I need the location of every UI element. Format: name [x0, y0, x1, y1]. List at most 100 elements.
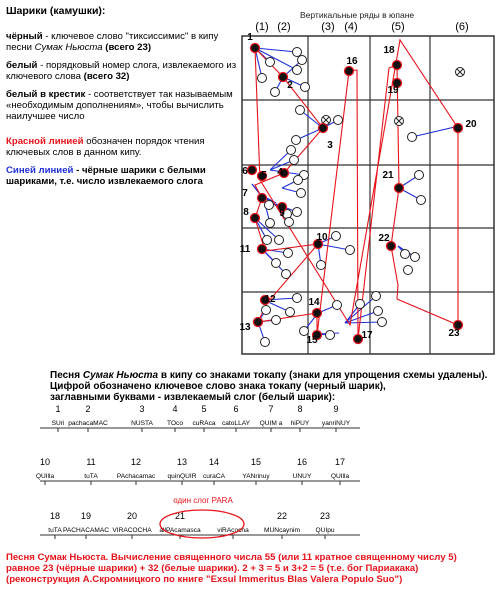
syllable-word: 15 YANrinuy — [242, 457, 270, 485]
syllable-text: VIRACOCHA — [112, 527, 152, 534]
column-header-5: (5) — [391, 21, 404, 33]
black-ball-label: 23 — [448, 328, 460, 339]
syllable-number: 3 — [139, 404, 144, 414]
syllable-number: 13 — [177, 457, 187, 467]
black-ball-8: 8 — [243, 207, 261, 224]
black-ball-2: 2 — [277, 71, 293, 91]
black-ball-label: 16 — [346, 56, 358, 67]
syllable-number: 19 — [81, 511, 91, 521]
syllable-number: 22 — [277, 511, 287, 521]
syllable-word: 19 PACHACAMAC — [63, 511, 109, 539]
black-ball-label: 2 — [287, 80, 293, 91]
syllable-text: allPAcamasca — [159, 527, 201, 534]
syllable-word: 8 hiPUY — [291, 404, 310, 432]
footer-line-3: (реконструкция А.Скромницкого по книге "… — [6, 574, 403, 585]
black-ball-9: 9 — [276, 201, 288, 219]
syllable-number: 2 — [85, 404, 90, 414]
syllable-number: 4 — [172, 404, 177, 414]
black-count: (всего 23) — [102, 42, 152, 53]
song-line1-b: в кипу со знаками токапу (знаки для упро… — [158, 370, 488, 381]
syllable-text: catoLLAY — [222, 420, 251, 427]
column-header-3: (3) — [321, 21, 334, 33]
red-text: обозначен порядок чтения ключевых слов в… — [6, 136, 205, 158]
syllable-word: 14 curaCA — [203, 457, 226, 485]
syllable-number: 7 — [268, 404, 273, 414]
black-ball-3: 3 — [317, 122, 333, 151]
black-ball-label: 22 — [378, 233, 390, 244]
rows-label: Вертикальные ряды в юпане — [300, 10, 415, 20]
black-ball-23: 23 — [448, 319, 464, 339]
song-line-2: Цифрой обозначено ключевое слово знака т… — [50, 381, 386, 392]
legend-red: Красной линией обозначен порядок чтения … — [6, 136, 238, 158]
syllable-word: 23 QUIpu — [315, 511, 335, 539]
syllable-number: 21 — [175, 511, 185, 521]
black-ball-label: 14 — [308, 297, 320, 308]
footer-line-1: Песня Сумак Ньюста. Вычисление священног… — [6, 552, 457, 563]
syllable-text: QUIlla — [36, 473, 55, 480]
legend-black: чёрный - ключевое слово "тиксиссимис" в … — [6, 31, 238, 53]
song-description: Песня Сумак Ньюста в кипу со знаками ток… — [50, 370, 490, 403]
black-ball-label: 12 — [264, 294, 276, 305]
black-ball-18: 18 — [383, 45, 403, 71]
black-ball-label: 13 — [239, 322, 251, 333]
crossed-ball-3 — [394, 116, 404, 126]
black-ball-14: 14 — [308, 297, 323, 319]
black-ball-label: 6 — [242, 166, 248, 177]
red-term: Красной линией — [6, 136, 84, 147]
syllable-word: 18 tuTA — [48, 511, 62, 539]
para-note: один слог PARA — [173, 496, 233, 505]
syllable-number: 10 — [40, 457, 50, 467]
syllable-text: yanriNUY — [322, 420, 351, 427]
syllable-word: 12 PAchacamac — [117, 457, 156, 485]
black-ball-12: 12 — [259, 294, 276, 306]
syllable-word: 2 pachacaMAC — [68, 404, 108, 432]
syllable-text: YANrinuy — [242, 473, 270, 480]
syllable-number: 16 — [297, 457, 307, 467]
black-ball-21: 21 — [382, 170, 405, 194]
syllable-word: 22 MUNcaynim — [264, 511, 300, 539]
syllable-number: 11 — [86, 457, 95, 467]
syllable-text: hiPUY — [291, 420, 310, 427]
syllable-text: MUNcaynim — [264, 527, 300, 534]
black-ball-label: 17 — [361, 330, 373, 341]
syllable-text: SUri — [52, 420, 65, 427]
syllable-text: TOco — [167, 420, 183, 427]
blue-term: Синей линией — [6, 165, 74, 176]
black-ball-label: 9 — [279, 208, 285, 219]
syllable-number: 17 — [335, 457, 345, 467]
black-ball-22: 22 — [378, 233, 397, 252]
syllable-text: tuTA — [84, 473, 98, 480]
white-text: - порядковый номер слога, извлекаемого и… — [6, 60, 237, 82]
legend-cross: белый в крестик - соответствует так назы… — [6, 89, 238, 122]
black-ball-19: 19 — [387, 77, 403, 96]
column-header-1: (1) — [255, 21, 268, 33]
syllable-text: viRAcocha — [217, 527, 249, 534]
black-ball-5: 5 — [256, 170, 267, 182]
black-ball-13: 13 — [239, 316, 264, 333]
syllable-number: 9 — [333, 404, 338, 414]
syllable-number: 5 — [201, 404, 206, 414]
black-ball-label: 1 — [247, 32, 253, 43]
legend-white: белый - порядковый номер слога, извлекае… — [6, 60, 238, 82]
syllable-text: NUSTA — [131, 420, 153, 427]
black-ball-label: 3 — [327, 140, 333, 151]
syllable-number: 8 — [297, 404, 302, 414]
black-ball-label: 8 — [243, 207, 249, 218]
syllable-word: 11 tuTA — [84, 457, 98, 485]
cross-text: - соответствует так называемым «необходи… — [6, 89, 233, 122]
black-ball-6: 6 — [242, 164, 258, 177]
legend: Шарики (камушки): чёрный - ключевое слов… — [6, 6, 238, 194]
footer-line-2: равное 23 (чёрные шарики) + 32 (белые ша… — [6, 563, 419, 574]
syllable-text: QUIlla — [331, 473, 350, 480]
footer: Песня Сумак Ньюста. Вычисление священног… — [6, 552, 498, 585]
legend-title: Шарики (камушки): — [6, 5, 106, 17]
black-ball-label: 18 — [383, 45, 395, 56]
syllable-word: 16 UNUY — [293, 457, 312, 485]
syllable-word: 7 QUIM a — [260, 404, 283, 432]
white-term: белый — [6, 60, 38, 71]
white-balls — [257, 47, 426, 347]
black-song: Сумак Ньюста — [34, 42, 103, 53]
